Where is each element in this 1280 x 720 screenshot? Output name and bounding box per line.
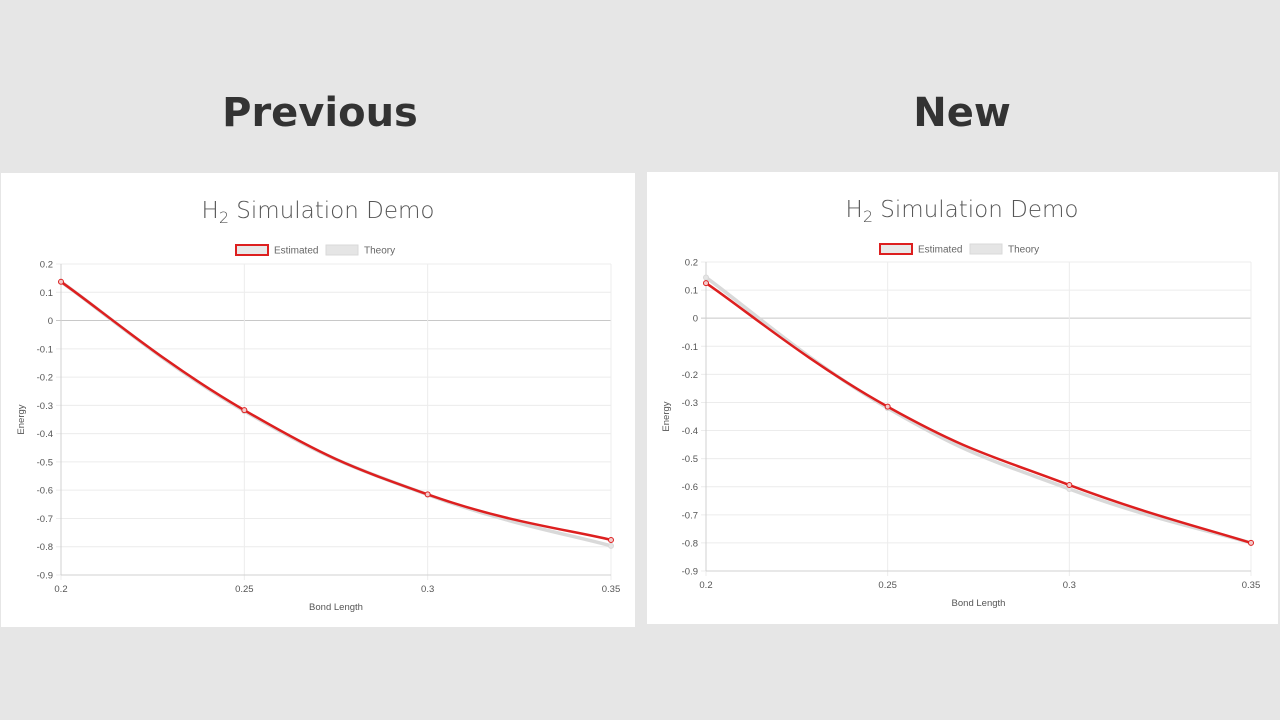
series-line-theory	[704, 275, 1253, 545]
y-tick-label: -0.9	[37, 571, 53, 582]
chart-title: H2 Simulation Demo	[202, 198, 435, 227]
y-tick-label: 0	[693, 314, 698, 325]
point-estimated[interactable]	[884, 403, 891, 410]
x-tick-label: 0.35	[602, 584, 621, 595]
x-tick-label: 0.3	[1063, 580, 1076, 591]
legend-label-estimated: Estimated	[274, 246, 318, 257]
x-tick-label: 0.2	[699, 580, 712, 591]
y-tick-label: -0.9	[682, 567, 698, 578]
chart-title: H2 Simulation Demo	[846, 197, 1079, 226]
point-estimated[interactable]	[1248, 539, 1254, 546]
y-tick-label: 0.1	[40, 288, 53, 299]
x-tick-label: 0.35	[1242, 580, 1261, 591]
chart-title-subscript: 2	[219, 208, 229, 227]
x-tick-label: 0.2	[54, 584, 67, 595]
x-axis-title: Bond Length	[309, 602, 363, 613]
y-tick-label: -0.3	[37, 401, 53, 412]
point-estimated[interactable]	[241, 407, 248, 414]
series-line-theory	[59, 280, 613, 548]
legend-label-estimated: Estimated	[918, 245, 962, 256]
y-tick-label: -0.5	[682, 454, 698, 465]
chart-panel-previous: H2 Simulation Demo Estimated Theory 0.2 0.1 0…	[1, 173, 635, 627]
y-tick-label: 0	[48, 316, 53, 327]
series-estimated	[58, 278, 614, 543]
legend-swatch-estimated	[235, 244, 269, 256]
legend-item-estimated[interactable]: Estimated	[235, 244, 318, 257]
legend-swatch-theory	[969, 243, 1003, 255]
y-axis-title: Energy	[16, 404, 27, 434]
legend-item-theory[interactable]: Theory	[325, 244, 395, 257]
chart-title-rest: Simulation Demo	[873, 197, 1078, 223]
grid	[701, 261, 1252, 576]
y-tick-label: -0.7	[682, 510, 698, 521]
point-estimated[interactable]	[703, 280, 709, 287]
y-tick-label: -0.7	[37, 514, 53, 525]
chart-title-rest: Simulation Demo	[229, 198, 434, 224]
point-theory[interactable]	[703, 274, 709, 281]
heading-previous: Previous	[222, 90, 418, 136]
x-tick-label: 0.3	[421, 584, 434, 595]
chart-new: H2 Simulation Demo Estimated Theory 0.2 0.1 0…	[661, 197, 1261, 609]
x-tick-label: 0.25	[235, 584, 254, 595]
y-tick-label: -0.4	[37, 429, 53, 440]
y-tick-label: -0.6	[682, 482, 698, 493]
y-tick-label: 0.2	[40, 260, 53, 271]
chart-title-main: H	[202, 198, 219, 224]
grid	[56, 263, 612, 580]
y-tick-label: -0.5	[37, 457, 53, 468]
series-line-estimated	[704, 281, 1253, 545]
series-theory	[703, 274, 1254, 546]
series-estimated	[703, 280, 1254, 546]
y-tick-label: -0.8	[37, 542, 53, 553]
point-estimated[interactable]	[608, 536, 614, 543]
x-tick-label: 0.25	[878, 580, 897, 591]
y-tick-label: -0.8	[682, 538, 698, 549]
chart-title-main: H	[846, 197, 863, 223]
series-line-estimated	[59, 280, 613, 542]
y-tick-label: -0.3	[682, 398, 698, 409]
point-estimated[interactable]	[58, 278, 64, 285]
y-tick-label: -0.1	[682, 342, 698, 353]
y-tick-label: 0.2	[685, 258, 698, 269]
point-theory[interactable]	[608, 542, 614, 549]
legend-item-estimated[interactable]: Estimated	[879, 243, 962, 256]
legend-label-theory: Theory	[1008, 245, 1039, 256]
y-tick-label: -0.4	[682, 426, 698, 437]
point-estimated[interactable]	[1066, 482, 1073, 489]
y-tick-label: -0.2	[37, 373, 53, 384]
chart-previous: H2 Simulation Demo Estimated Theory 0.2 0.1 0…	[16, 198, 621, 613]
legend-swatch-theory	[325, 244, 359, 256]
y-tick-label: -0.1	[37, 344, 53, 355]
y-tick-label: -0.6	[37, 486, 53, 497]
y-axis-title: Energy	[661, 401, 672, 431]
legend-item-theory[interactable]: Theory	[969, 243, 1039, 256]
y-tick-label: 0.1	[685, 286, 698, 297]
legend-swatch-estimated	[879, 243, 913, 255]
legend-label-theory: Theory	[364, 246, 395, 257]
heading-new: New	[913, 90, 1011, 136]
point-estimated[interactable]	[424, 491, 431, 498]
chart-panel-new: H2 Simulation Demo Estimated Theory 0.2 0.1 0…	[647, 172, 1278, 624]
y-tick-label: -0.2	[682, 370, 698, 381]
x-axis-title: Bond Length	[952, 598, 1006, 609]
chart-title-subscript: 2	[863, 207, 873, 226]
series-theory	[58, 278, 614, 549]
